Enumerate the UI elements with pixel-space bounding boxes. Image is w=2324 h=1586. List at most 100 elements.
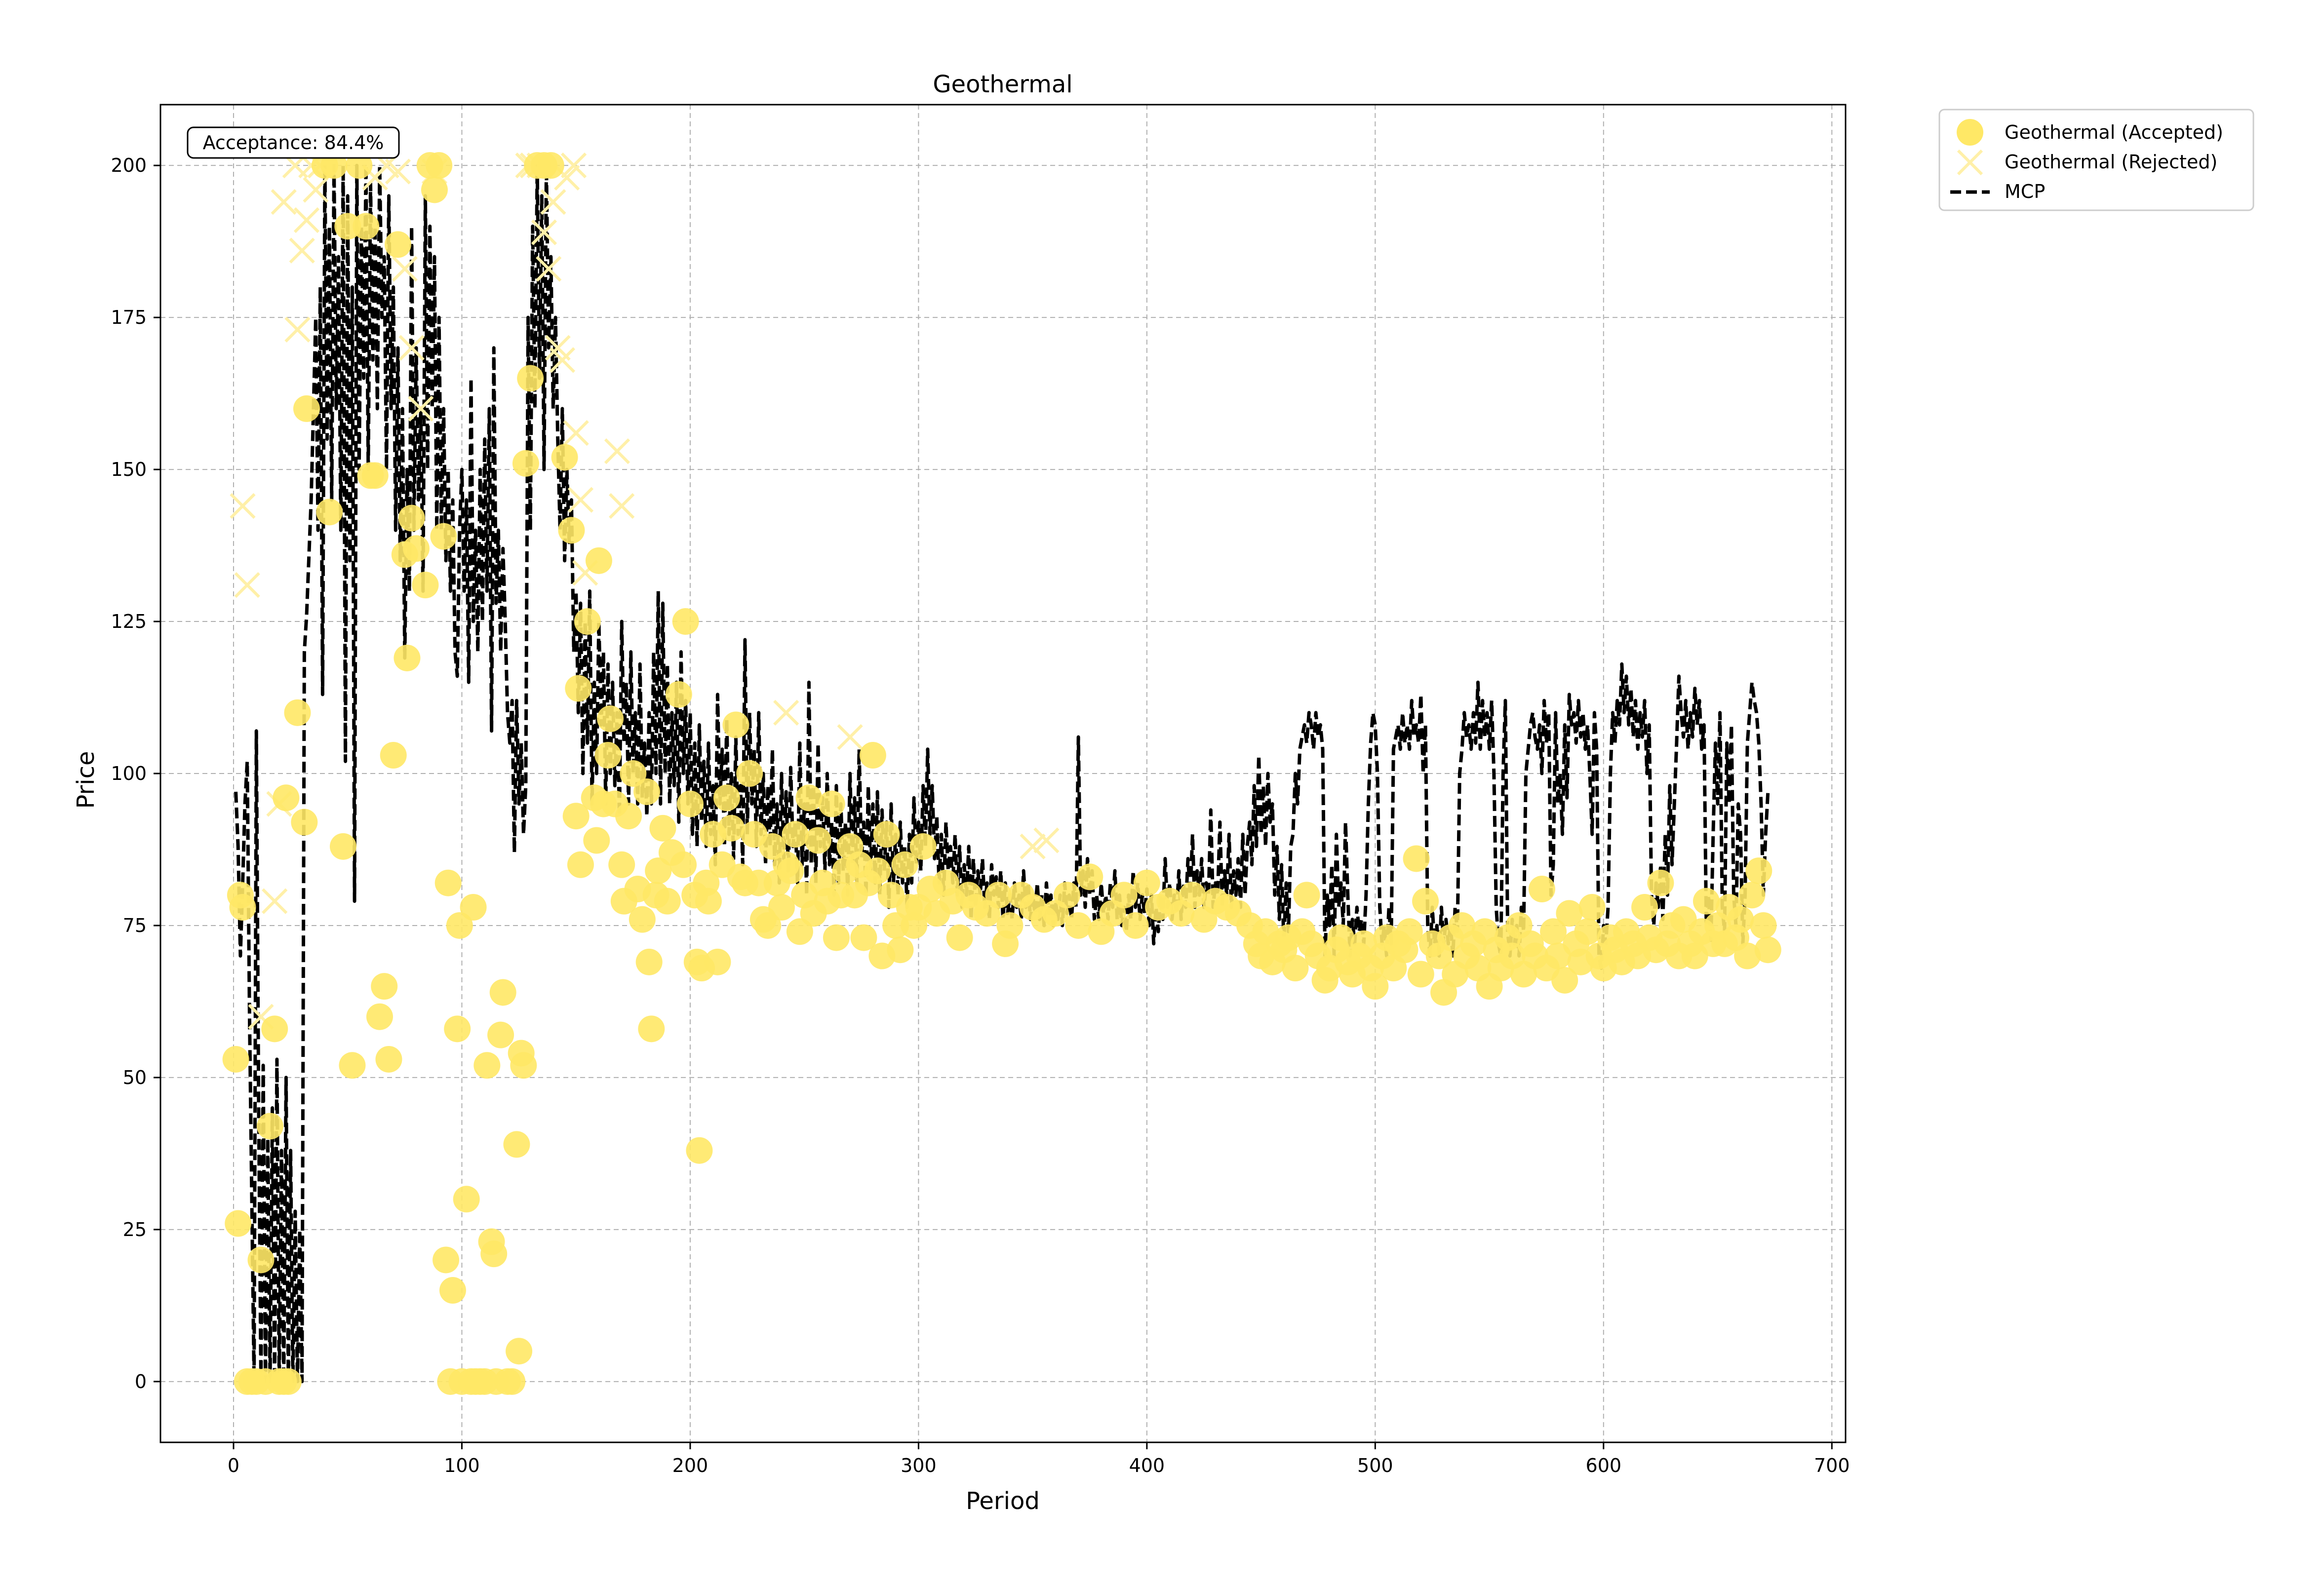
rejected-point (234, 572, 260, 598)
accepted-point (380, 742, 407, 769)
accepted-point (1551, 967, 1578, 994)
accepted-point (225, 1210, 252, 1237)
legend-x-glyph (1957, 149, 1983, 176)
rejected-point (303, 177, 329, 203)
accepted-point (759, 833, 786, 860)
x-tick-label: 600 (1586, 1455, 1622, 1476)
x-axis: 0 100 200 300 400 500 600 700 (228, 1442, 1850, 1476)
accepted-point (597, 705, 624, 733)
rejected-point (604, 438, 630, 464)
rejected-point (837, 724, 863, 750)
chart-title: Geothermal (933, 71, 1072, 98)
rejected-point (271, 189, 297, 215)
accepted-point (512, 450, 539, 477)
legend-accepted-label: Geothermal (Accepted) (2005, 121, 2223, 143)
accepted-point (786, 918, 813, 945)
accepted-point (558, 517, 585, 544)
accepted-point (394, 644, 421, 671)
accepted-point (460, 894, 487, 921)
accepted-point (366, 1003, 393, 1030)
accepted-point (1647, 869, 1674, 896)
y-tick-label: 0 (135, 1371, 147, 1393)
accepted-point (645, 857, 672, 885)
y-axis-label: Price (72, 751, 100, 809)
accepted-point (1745, 857, 1773, 885)
accepted-point (891, 851, 918, 878)
accepted-point (489, 979, 516, 1006)
accepted-point (909, 833, 937, 860)
accepted-point (1179, 882, 1206, 909)
accepted-point (1754, 936, 1781, 964)
accepted-point (562, 803, 590, 830)
rejected-point (284, 316, 311, 343)
rejected-point (289, 237, 315, 264)
accepted-point (384, 231, 411, 258)
accepted-point (256, 1113, 283, 1140)
x-axis-label: Period (966, 1487, 1040, 1515)
accepted-point (695, 888, 722, 915)
accepted-point (823, 924, 850, 951)
accepted-point (334, 213, 361, 240)
accepted-point (818, 790, 845, 817)
accepted-point (434, 869, 462, 896)
accepted-point (1727, 906, 1754, 933)
accepted-point (1407, 961, 1434, 988)
accepted-point (444, 1015, 471, 1043)
accepted-layer (222, 152, 1781, 1395)
accepted-point (551, 444, 578, 471)
y-axis: 0 25 50 75 100 125 150 175 200 (111, 155, 160, 1393)
accepted-point (293, 395, 320, 422)
accepted-point (339, 1052, 366, 1079)
accepted-point (1053, 882, 1080, 909)
accepted-point (574, 608, 601, 635)
y-tick-label: 200 (111, 155, 147, 176)
accepted-point (499, 1368, 526, 1395)
accepted-point (275, 1368, 302, 1395)
accepted-point (722, 711, 749, 738)
accepted-point (996, 912, 1024, 939)
accepted-point (229, 894, 256, 921)
y-tick-label: 150 (111, 459, 147, 480)
rejected-point (609, 493, 635, 519)
accepted-point (473, 1052, 501, 1079)
accepted-point (1282, 955, 1309, 982)
accepted-point (670, 851, 697, 878)
legend-frame (1938, 109, 2254, 211)
accepted-point (565, 675, 592, 702)
accepted-point (1750, 912, 1777, 939)
accepted-point (316, 499, 343, 526)
accepted-point (412, 572, 439, 599)
accepted-point (446, 912, 473, 939)
accepted-point (480, 1240, 508, 1268)
accepted-point (426, 152, 453, 179)
rejected-point (1020, 833, 1046, 859)
accepted-point (1076, 863, 1103, 890)
accepted-point (284, 699, 311, 726)
accepted-point (676, 790, 704, 817)
accepted-point (1133, 869, 1160, 896)
accepted-point (585, 547, 612, 574)
accepted-point (649, 814, 676, 842)
accepted-point (615, 803, 642, 830)
accepted-point (745, 869, 772, 896)
x-tick-label: 100 (444, 1455, 480, 1476)
rejected-point (385, 158, 411, 185)
legend: Geothermal (Accepted) Geothermal (Reject… (1938, 109, 2254, 211)
accepted-point (1528, 876, 1555, 903)
accepted-point (795, 784, 823, 812)
accepted-point (1403, 845, 1430, 872)
rejected-point (536, 256, 562, 282)
accepted-point (1574, 918, 1601, 945)
accepted-point (273, 784, 300, 812)
x-tick-label: 500 (1357, 1455, 1393, 1476)
accepted-point (439, 1277, 466, 1304)
accepted-point (1327, 924, 1354, 951)
accepted-point (1396, 918, 1423, 945)
accepted-point (567, 851, 594, 878)
y-tick-label: 50 (123, 1067, 147, 1088)
y-tick-label: 175 (111, 307, 147, 328)
accepted-point (583, 827, 610, 854)
accepted-point (638, 1015, 665, 1043)
accepted-point (433, 1246, 460, 1274)
